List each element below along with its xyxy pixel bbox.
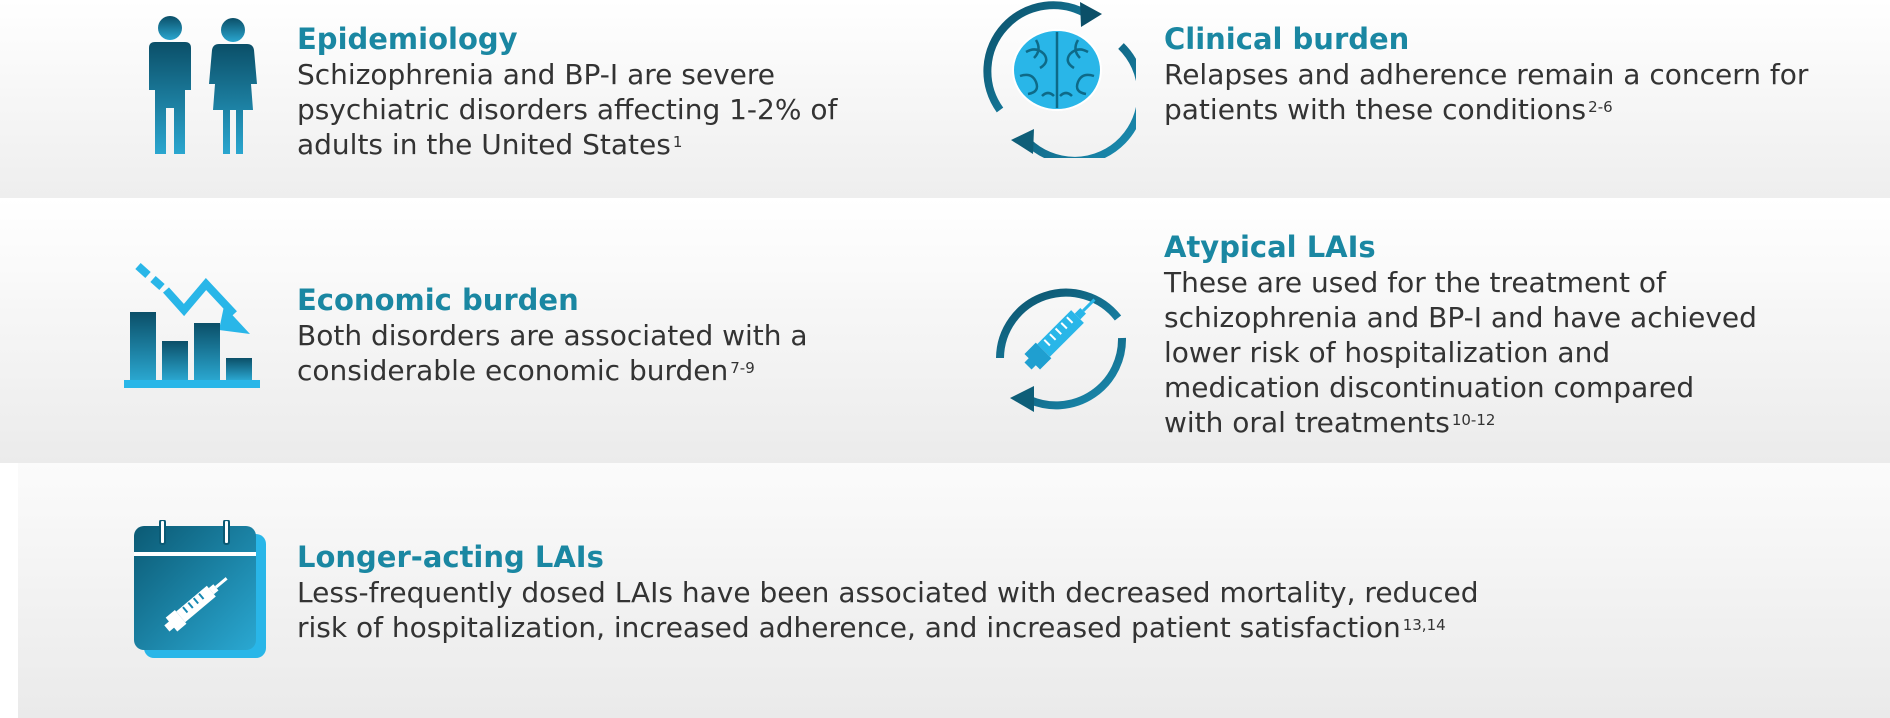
card-line: patients with these conditions <box>1164 93 1587 126</box>
card-line: with oral treatments <box>1164 406 1450 439</box>
brain-cycle-icon <box>978 0 1146 165</box>
card-title: Longer-acting LAIs <box>297 540 604 574</box>
card-line: psychiatric disorders affecting 1-2% of <box>297 93 838 126</box>
card-line: Both disorders are associated with a <box>297 319 808 352</box>
card-epidemiology: Epidemiology Schizophrenia and BP-I are … <box>297 22 837 162</box>
card-line: schizophrenia and BP-I and have achieved <box>1164 301 1757 334</box>
reference-superscript: 7-9 <box>730 359 755 377</box>
card-line: adults in the United States <box>297 128 671 161</box>
card-line: Relapses and adherence remain a concern … <box>1164 58 1809 91</box>
card-line: These are used for the treatment of <box>1164 266 1666 299</box>
reference-superscript: 1 <box>672 133 683 151</box>
card-clinical-burden: Clinical burden Relapses and adherence r… <box>1164 22 1808 127</box>
card-economic-burden: Economic burden Both disorders are assoc… <box>297 283 808 388</box>
card-title: Epidemiology <box>297 22 518 56</box>
row-2-band <box>0 198 1890 463</box>
card-atypical-lais: Atypical LAIs These are used for the tre… <box>1164 230 1757 440</box>
card-line: medication discontinuation compared <box>1164 371 1695 404</box>
card-line: considerable economic burden <box>297 354 729 387</box>
reference-superscript: 2-6 <box>1588 98 1613 116</box>
card-line: Schizophrenia and BP-I are severe <box>297 58 775 91</box>
people-icon <box>143 12 263 157</box>
card-line: lower risk of hospitalization and <box>1164 336 1611 369</box>
card-line: risk of hospitalization, increased adher… <box>297 611 1401 644</box>
row-1-band <box>0 0 1890 198</box>
card-title: Clinical burden <box>1164 22 1410 56</box>
syringe-cycle-icon <box>978 258 1136 416</box>
reference-superscript: 13,14 <box>1402 616 1446 634</box>
declining-bar-chart-icon <box>124 262 262 390</box>
card-line: Less-frequently dosed LAIs have been ass… <box>297 576 1479 609</box>
card-title: Economic burden <box>297 283 579 317</box>
calendar-syringe-icon <box>130 519 272 660</box>
card-longer-acting-lais: Longer-acting LAIs Less-frequently dosed… <box>297 540 1478 645</box>
card-title: Atypical LAIs <box>1164 230 1376 264</box>
reference-superscript: 10-12 <box>1451 411 1496 429</box>
row-3-band <box>0 463 1890 718</box>
